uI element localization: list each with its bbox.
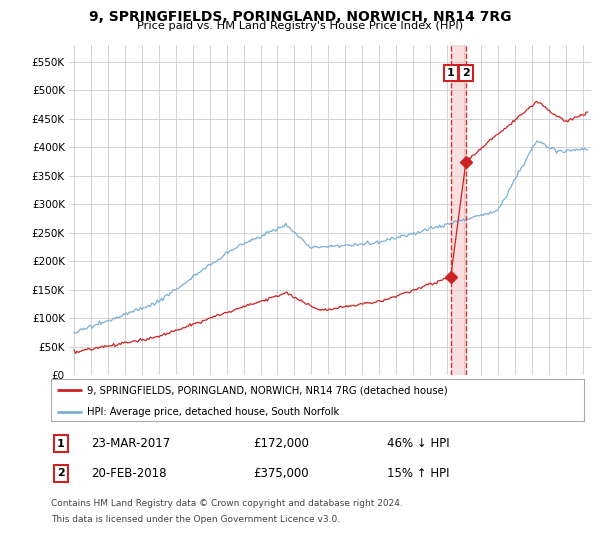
Text: 2: 2 <box>57 469 64 478</box>
Text: £172,000: £172,000 <box>253 437 310 450</box>
Text: HPI: Average price, detached house, South Norfolk: HPI: Average price, detached house, Sout… <box>87 407 340 417</box>
Text: 46% ↓ HPI: 46% ↓ HPI <box>386 437 449 450</box>
Text: £375,000: £375,000 <box>253 467 309 480</box>
Text: Contains HM Land Registry data © Crown copyright and database right 2024.: Contains HM Land Registry data © Crown c… <box>51 499 403 508</box>
Text: 9, SPRINGFIELDS, PORINGLAND, NORWICH, NR14 7RG (detached house): 9, SPRINGFIELDS, PORINGLAND, NORWICH, NR… <box>87 385 448 395</box>
Text: 20-FEB-2018: 20-FEB-2018 <box>91 467 166 480</box>
Text: 2: 2 <box>462 68 470 78</box>
Text: 9, SPRINGFIELDS, PORINGLAND, NORWICH, NR14 7RG: 9, SPRINGFIELDS, PORINGLAND, NORWICH, NR… <box>89 10 511 24</box>
Bar <box>451 45 466 375</box>
Text: Price paid vs. HM Land Registry's House Price Index (HPI): Price paid vs. HM Land Registry's House … <box>137 21 463 31</box>
Text: 1: 1 <box>447 68 455 78</box>
Text: 15% ↑ HPI: 15% ↑ HPI <box>386 467 449 480</box>
Text: 23-MAR-2017: 23-MAR-2017 <box>91 437 170 450</box>
Text: This data is licensed under the Open Government Licence v3.0.: This data is licensed under the Open Gov… <box>51 515 340 524</box>
Text: 1: 1 <box>57 438 64 449</box>
